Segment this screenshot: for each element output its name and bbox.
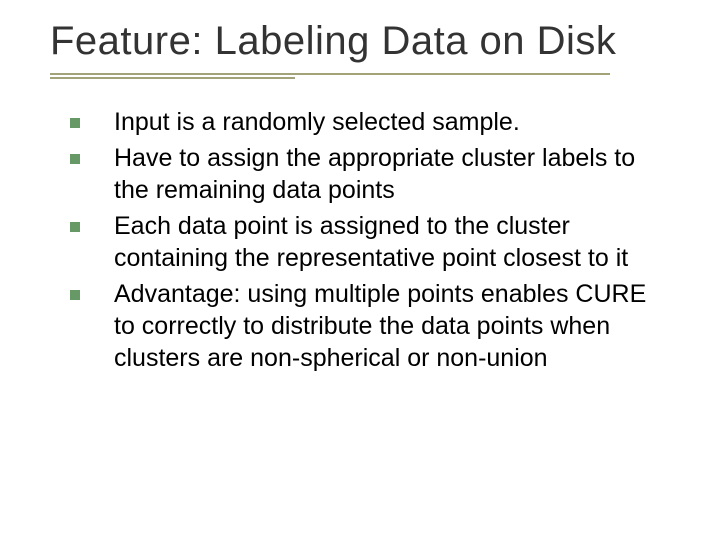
underline-long <box>50 73 610 75</box>
list-item-text: Have to assign the appropriate cluster l… <box>114 144 635 204</box>
list-item: Have to assign the appropriate cluster l… <box>70 142 670 206</box>
list-item-text: Advantage: using multiple points enables… <box>114 280 646 372</box>
bullet-list: Input is a randomly selected sample. Hav… <box>70 106 670 374</box>
square-bullet-icon <box>70 222 80 232</box>
underline-short <box>50 77 295 79</box>
list-item-text: Input is a randomly selected sample. <box>114 108 520 136</box>
slide-title: Feature: Labeling Data on Disk <box>50 18 670 64</box>
title-underline <box>50 70 670 80</box>
list-item: Each data point is assigned to the clust… <box>70 210 670 274</box>
list-item: Advantage: using multiple points enables… <box>70 278 670 374</box>
list-item-text: Each data point is assigned to the clust… <box>114 212 628 272</box>
square-bullet-icon <box>70 290 80 300</box>
slide: Feature: Labeling Data on Disk Input is … <box>0 0 720 540</box>
list-item: Input is a randomly selected sample. <box>70 106 670 138</box>
square-bullet-icon <box>70 118 80 128</box>
square-bullet-icon <box>70 154 80 164</box>
